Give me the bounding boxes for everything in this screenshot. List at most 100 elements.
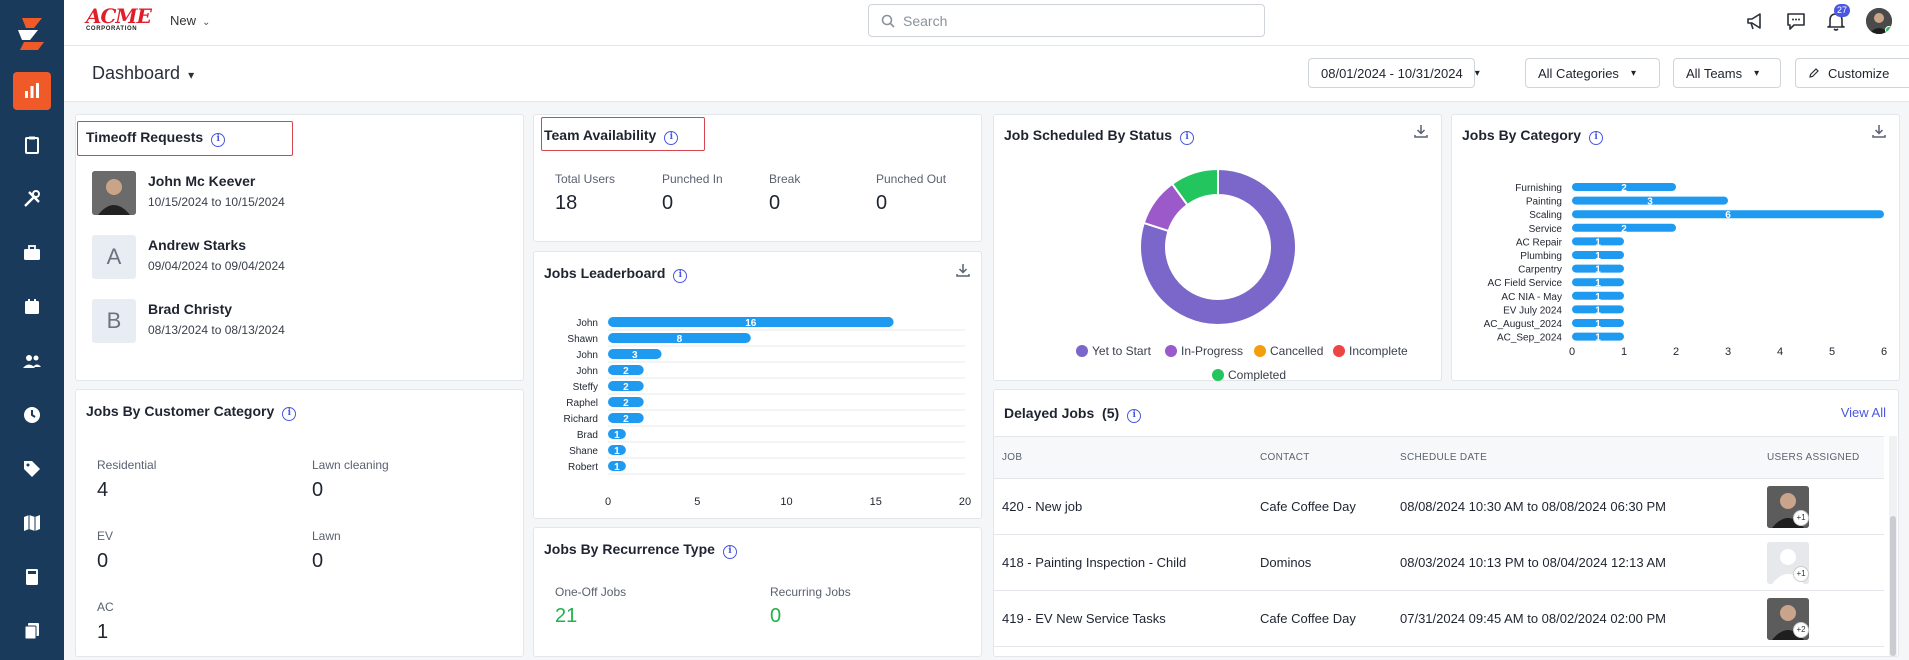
info-icon[interactable]: i [1180,131,1195,145]
job-cell[interactable]: 420 - New job [994,478,1252,535]
job-cell[interactable]: 419 - EV New Service Tasks [994,590,1252,647]
bar-value-label: 1 [614,462,620,473]
x-tick-label: 3 [1725,346,1731,358]
stat-value: 0 [876,192,888,214]
category-label: John [576,350,598,361]
info-icon[interactable]: i [1589,131,1604,145]
tag-icon [24,461,40,477]
legend-swatch [1076,345,1088,357]
leaderboard-title: Jobs Leaderboard [544,265,666,281]
bar [1572,278,1624,287]
categories-filter[interactable]: All Categories ▾ [1525,58,1660,88]
online-status-dot [1885,26,1892,34]
sidebar-item-jobs[interactable] [13,126,51,164]
assigned-user-avatar[interactable]: +1 [1767,541,1809,584]
bar-value-label: 2 [623,414,629,425]
donut-slice [1139,167,1297,326]
job-cell[interactable]: 418 - Painting Inspection - Child [994,534,1252,591]
user-avatar[interactable] [1866,8,1892,34]
table-row[interactable]: 419 - EV New Service Tasks Cafe Coffee D… [994,590,1884,647]
table-row[interactable]: 420 - New job Cafe Coffee Day 08/08/2024… [994,478,1884,535]
download-icon[interactable] [1413,123,1429,139]
stat-value: 0 [770,605,782,627]
info-icon[interactable]: i [282,407,297,421]
search-input[interactable] [903,11,1243,31]
info-icon[interactable]: i [673,269,688,283]
info-icon[interactable]: i [1127,409,1142,423]
teams-filter[interactable]: All Teams ▾ [1673,58,1781,88]
x-tick-label: 0 [605,496,611,508]
download-icon[interactable] [955,262,971,278]
scrollbar-thumb[interactable] [1890,516,1896,656]
chevron-down-icon: ⌄ [202,17,211,28]
assigned-user-avatar[interactable]: +1 [1767,485,1809,528]
bar-value-label: 2 [1621,224,1627,235]
column-header[interactable]: JOB [994,436,1252,479]
sidebar-item-calculator[interactable] [13,558,51,596]
sidebar-item-clock[interactable] [13,396,51,434]
view-all-link[interactable]: View All [1840,405,1886,420]
info-icon[interactable]: i [722,545,737,559]
sidebar-item-map[interactable] [13,504,51,542]
sidebar-item-tags[interactable] [13,450,51,488]
column-header[interactable]: USERS ASSIGNED [1759,436,1884,479]
page-title: Dashboard [92,63,181,83]
customize-button[interactable]: Customize [1795,58,1909,88]
avatar-photo-icon [92,171,136,215]
stat-value: 0 [769,192,781,214]
column-header[interactable]: SCHEDULE DATE [1392,436,1759,479]
bar-value-label: 1 [1595,251,1601,262]
table-row[interactable]: 418 - Painting Inspection - Child Domino… [994,534,1884,591]
avatar [92,171,136,215]
calendar-icon [25,299,39,314]
bar [608,445,626,455]
column-header[interactable]: CONTACT [1252,436,1392,479]
messages-button[interactable] [1785,10,1807,32]
sidebar-item-briefcase[interactable] [13,234,51,272]
assigned-user-avatar[interactable]: +2 [1767,597,1809,640]
sidebar-item-calendar[interactable] [13,288,51,326]
search-box[interactable] [868,4,1265,37]
bar [608,333,751,343]
categories-label: All Categories [1538,65,1619,81]
bar [608,349,662,359]
category-label: Carpentry [1518,265,1562,276]
x-tick-label: 20 [959,496,971,508]
stat-value: 4 [97,479,109,501]
dashboard-selector[interactable]: Dashboard ▾ [92,63,194,84]
brand-logo[interactable]: ACME CORPORATION [86,4,152,34]
avatar: B [92,299,136,343]
brand-name: ACME [86,4,152,28]
info-icon[interactable]: i [211,133,226,147]
x-tick-label: 5 [694,496,700,508]
bar-value-label: 2 [623,382,629,393]
sidebar-item-tools[interactable] [13,180,51,218]
chevron-down-icon: ▾ [1474,67,1480,79]
table-scrollbar[interactable] [1889,436,1897,656]
job-status-card: Job Scheduled By Status i Yet to Start In-… [993,114,1442,381]
stat-label: Lawn [312,529,341,543]
sidebar-item-users[interactable] [13,342,51,380]
top-bar: ACME CORPORATION New ⌄ 27 [64,0,1909,46]
announcements-button[interactable] [1745,10,1767,32]
bar [1572,223,1676,232]
dashboard-toolbar: Dashboard ▾ 08/01/2024 - 10/31/2024 ▾ All … [64,46,1909,102]
sidebar-item-documents[interactable] [13,612,51,650]
bar-value-label: 16 [745,318,757,329]
stat-label: Total Users [555,172,616,186]
status-donut-chart: Yet to Start In-Progress Cancelled Incomple… [1076,167,1408,381]
stat-value: 21 [555,605,578,627]
download-icon[interactable] [1871,123,1887,139]
date-range-filter[interactable]: 08/01/2024 - 10/31/2024 ▾ [1308,58,1480,88]
delayed-jobs-card: Delayed Jobs (5) i View All JOB CONTACT S… [993,389,1899,657]
employee-name: John Mc Keever [148,173,256,189]
contact-cell: Cafe Coffee Day [1252,478,1392,535]
legend-swatch [1333,345,1345,357]
legend-swatch [1165,345,1177,357]
contact-cell: Dominos [1252,534,1392,591]
new-menu-button[interactable]: New ⌄ [170,13,210,28]
info-icon[interactable]: i [664,131,679,145]
schedule-cell: 08/03/2024 10:13 PM to 08/04/2024 12:13 … [1392,534,1759,591]
card-title: Team Availability i [544,127,679,145]
sidebar-item-dashboard[interactable] [13,72,51,110]
